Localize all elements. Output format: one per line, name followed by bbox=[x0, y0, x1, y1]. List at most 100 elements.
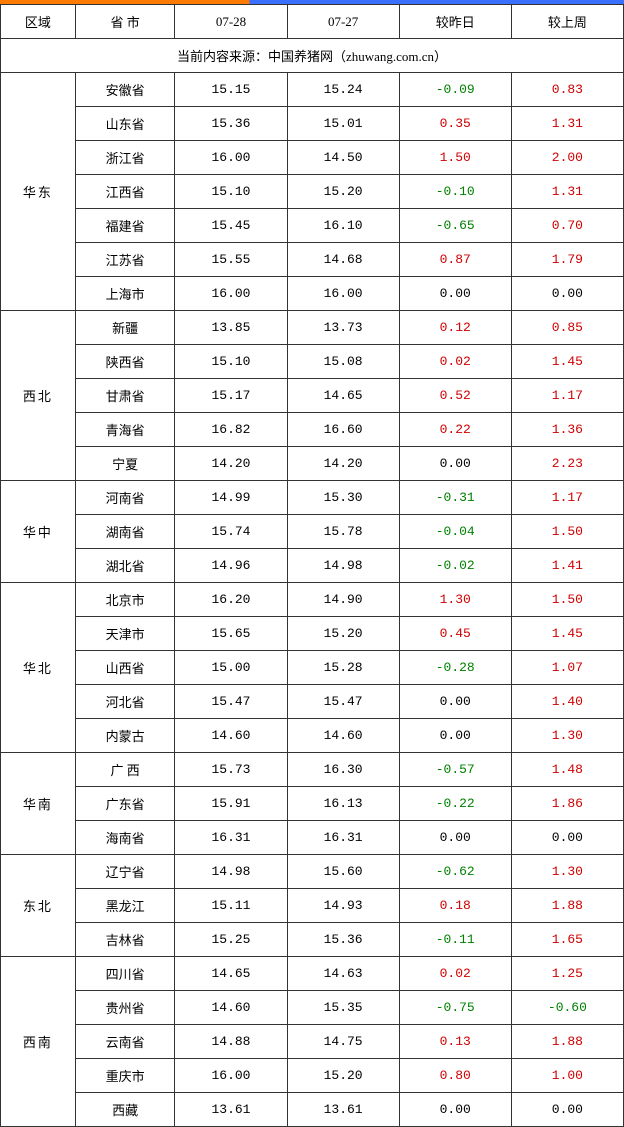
province-cell: 广东省 bbox=[75, 787, 175, 821]
province-cell: 山西省 bbox=[75, 651, 175, 685]
value2-cell: 15.36 bbox=[287, 923, 399, 957]
value1-cell: 14.96 bbox=[175, 549, 287, 583]
wow-cell: 0.85 bbox=[511, 311, 623, 345]
value1-cell: 16.00 bbox=[175, 277, 287, 311]
wow-cell: 1.88 bbox=[511, 1025, 623, 1059]
value1-cell: 16.20 bbox=[175, 583, 287, 617]
table-row: 西北新疆13.8513.730.120.85 bbox=[1, 311, 624, 345]
province-cell: 河北省 bbox=[75, 685, 175, 719]
table-row: 甘肃省15.1714.650.521.17 bbox=[1, 379, 624, 413]
value2-cell: 16.00 bbox=[287, 277, 399, 311]
value1-cell: 16.82 bbox=[175, 413, 287, 447]
value1-cell: 14.98 bbox=[175, 855, 287, 889]
value1-cell: 15.36 bbox=[175, 107, 287, 141]
wow-cell: 2.00 bbox=[511, 141, 623, 175]
value2-cell: 16.13 bbox=[287, 787, 399, 821]
wow-cell: 1.36 bbox=[511, 413, 623, 447]
wow-cell: 1.88 bbox=[511, 889, 623, 923]
source-row: 当前内容来源：中国养猪网（zhuwang.com.cn） bbox=[1, 39, 624, 73]
province-cell: 重庆市 bbox=[75, 1059, 175, 1093]
dod-cell: -0.62 bbox=[399, 855, 511, 889]
table-row: 江西省15.1015.20-0.101.31 bbox=[1, 175, 624, 209]
wow-cell: 1.79 bbox=[511, 243, 623, 277]
dod-cell: 0.00 bbox=[399, 277, 511, 311]
dod-cell: -0.04 bbox=[399, 515, 511, 549]
wow-cell: 1.17 bbox=[511, 379, 623, 413]
province-cell: 贵州省 bbox=[75, 991, 175, 1025]
wow-cell: 1.30 bbox=[511, 719, 623, 753]
value1-cell: 15.65 bbox=[175, 617, 287, 651]
table-row: 华中河南省14.9915.30-0.311.17 bbox=[1, 481, 624, 515]
wow-cell: 1.40 bbox=[511, 685, 623, 719]
dod-cell: 0.00 bbox=[399, 821, 511, 855]
col-province: 省 市 bbox=[75, 5, 175, 39]
dod-cell: 0.87 bbox=[399, 243, 511, 277]
value1-cell: 15.73 bbox=[175, 753, 287, 787]
value1-cell: 15.74 bbox=[175, 515, 287, 549]
value2-cell: 16.10 bbox=[287, 209, 399, 243]
table-row: 山西省15.0015.28-0.281.07 bbox=[1, 651, 624, 685]
dod-cell: -0.57 bbox=[399, 753, 511, 787]
province-cell: 黑龙江 bbox=[75, 889, 175, 923]
value1-cell: 13.61 bbox=[175, 1093, 287, 1127]
value1-cell: 15.10 bbox=[175, 175, 287, 209]
value2-cell: 15.20 bbox=[287, 1059, 399, 1093]
value1-cell: 15.45 bbox=[175, 209, 287, 243]
wow-cell: 1.41 bbox=[511, 549, 623, 583]
wow-cell: 0.00 bbox=[511, 1093, 623, 1127]
province-cell: 内蒙古 bbox=[75, 719, 175, 753]
value1-cell: 13.85 bbox=[175, 311, 287, 345]
dod-cell: 1.50 bbox=[399, 141, 511, 175]
province-cell: 湖南省 bbox=[75, 515, 175, 549]
table-row: 吉林省15.2515.36-0.111.65 bbox=[1, 923, 624, 957]
province-cell: 江苏省 bbox=[75, 243, 175, 277]
col-region: 区域 bbox=[1, 5, 76, 39]
value2-cell: 15.24 bbox=[287, 73, 399, 107]
dod-cell: -0.09 bbox=[399, 73, 511, 107]
wow-cell: -0.60 bbox=[511, 991, 623, 1025]
value2-cell: 16.30 bbox=[287, 753, 399, 787]
wow-cell: 1.48 bbox=[511, 753, 623, 787]
value1-cell: 15.00 bbox=[175, 651, 287, 685]
dod-cell: 0.02 bbox=[399, 957, 511, 991]
province-cell: 福建省 bbox=[75, 209, 175, 243]
region-cell: 西南 bbox=[1, 957, 76, 1127]
table-row: 山东省15.3615.010.351.31 bbox=[1, 107, 624, 141]
dod-cell: -0.31 bbox=[399, 481, 511, 515]
value2-cell: 14.65 bbox=[287, 379, 399, 413]
value1-cell: 15.25 bbox=[175, 923, 287, 957]
value1-cell: 15.47 bbox=[175, 685, 287, 719]
col-date1: 07-28 bbox=[175, 5, 287, 39]
province-cell: 四川省 bbox=[75, 957, 175, 991]
value2-cell: 16.31 bbox=[287, 821, 399, 855]
value1-cell: 15.15 bbox=[175, 73, 287, 107]
province-cell: 江西省 bbox=[75, 175, 175, 209]
region-cell: 华东 bbox=[1, 73, 76, 311]
province-cell: 陕西省 bbox=[75, 345, 175, 379]
dod-cell: 0.13 bbox=[399, 1025, 511, 1059]
dod-cell: 0.80 bbox=[399, 1059, 511, 1093]
value1-cell: 15.11 bbox=[175, 889, 287, 923]
col-date2: 07-27 bbox=[287, 5, 399, 39]
wow-cell: 1.25 bbox=[511, 957, 623, 991]
table-row: 宁夏14.2014.200.002.23 bbox=[1, 447, 624, 481]
table-row: 青海省16.8216.600.221.36 bbox=[1, 413, 624, 447]
wow-cell: 0.70 bbox=[511, 209, 623, 243]
table-row: 内蒙古14.6014.600.001.30 bbox=[1, 719, 624, 753]
wow-cell: 1.50 bbox=[511, 515, 623, 549]
dod-cell: -0.02 bbox=[399, 549, 511, 583]
value2-cell: 14.50 bbox=[287, 141, 399, 175]
value2-cell: 15.01 bbox=[287, 107, 399, 141]
province-cell: 新疆 bbox=[75, 311, 175, 345]
col-wow: 较上周 bbox=[511, 5, 623, 39]
province-cell: 云南省 bbox=[75, 1025, 175, 1059]
source-text: 当前内容来源：中国养猪网（zhuwang.com.cn） bbox=[1, 39, 624, 73]
value1-cell: 14.60 bbox=[175, 719, 287, 753]
value2-cell: 14.63 bbox=[287, 957, 399, 991]
province-cell: 天津市 bbox=[75, 617, 175, 651]
region-cell: 华北 bbox=[1, 583, 76, 753]
value2-cell: 16.60 bbox=[287, 413, 399, 447]
table-row: 陕西省15.1015.080.021.45 bbox=[1, 345, 624, 379]
dod-cell: 0.52 bbox=[399, 379, 511, 413]
province-cell: 西藏 bbox=[75, 1093, 175, 1127]
